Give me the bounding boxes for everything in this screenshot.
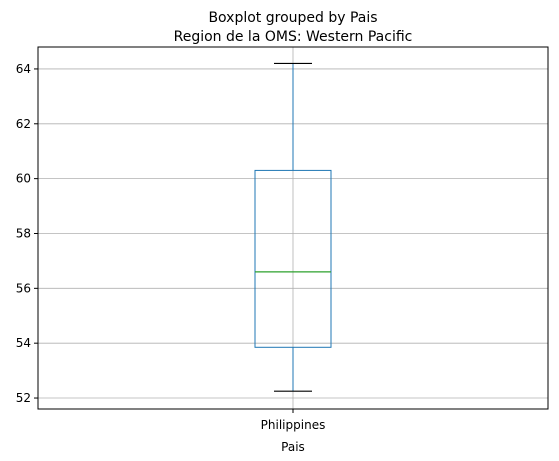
plot-area: 52 54 56 58 60 62 64 Philippines [16,47,548,432]
y-tick-label: 64 [16,62,31,76]
y-tick-label: 56 [16,281,31,295]
y-tick-label: 54 [16,336,31,350]
y-tick-label: 58 [16,226,31,240]
x-tick-label: Philippines [261,418,326,432]
y-tick-label: 52 [16,391,31,405]
chart-title: Region de la OMS: Western Pacific [174,29,413,45]
x-axis-label: Pais [281,440,305,454]
chart-suptitle: Boxplot grouped by Pais [208,10,377,26]
y-tick-label: 60 [16,172,31,186]
y-tick-label: 62 [16,117,31,131]
